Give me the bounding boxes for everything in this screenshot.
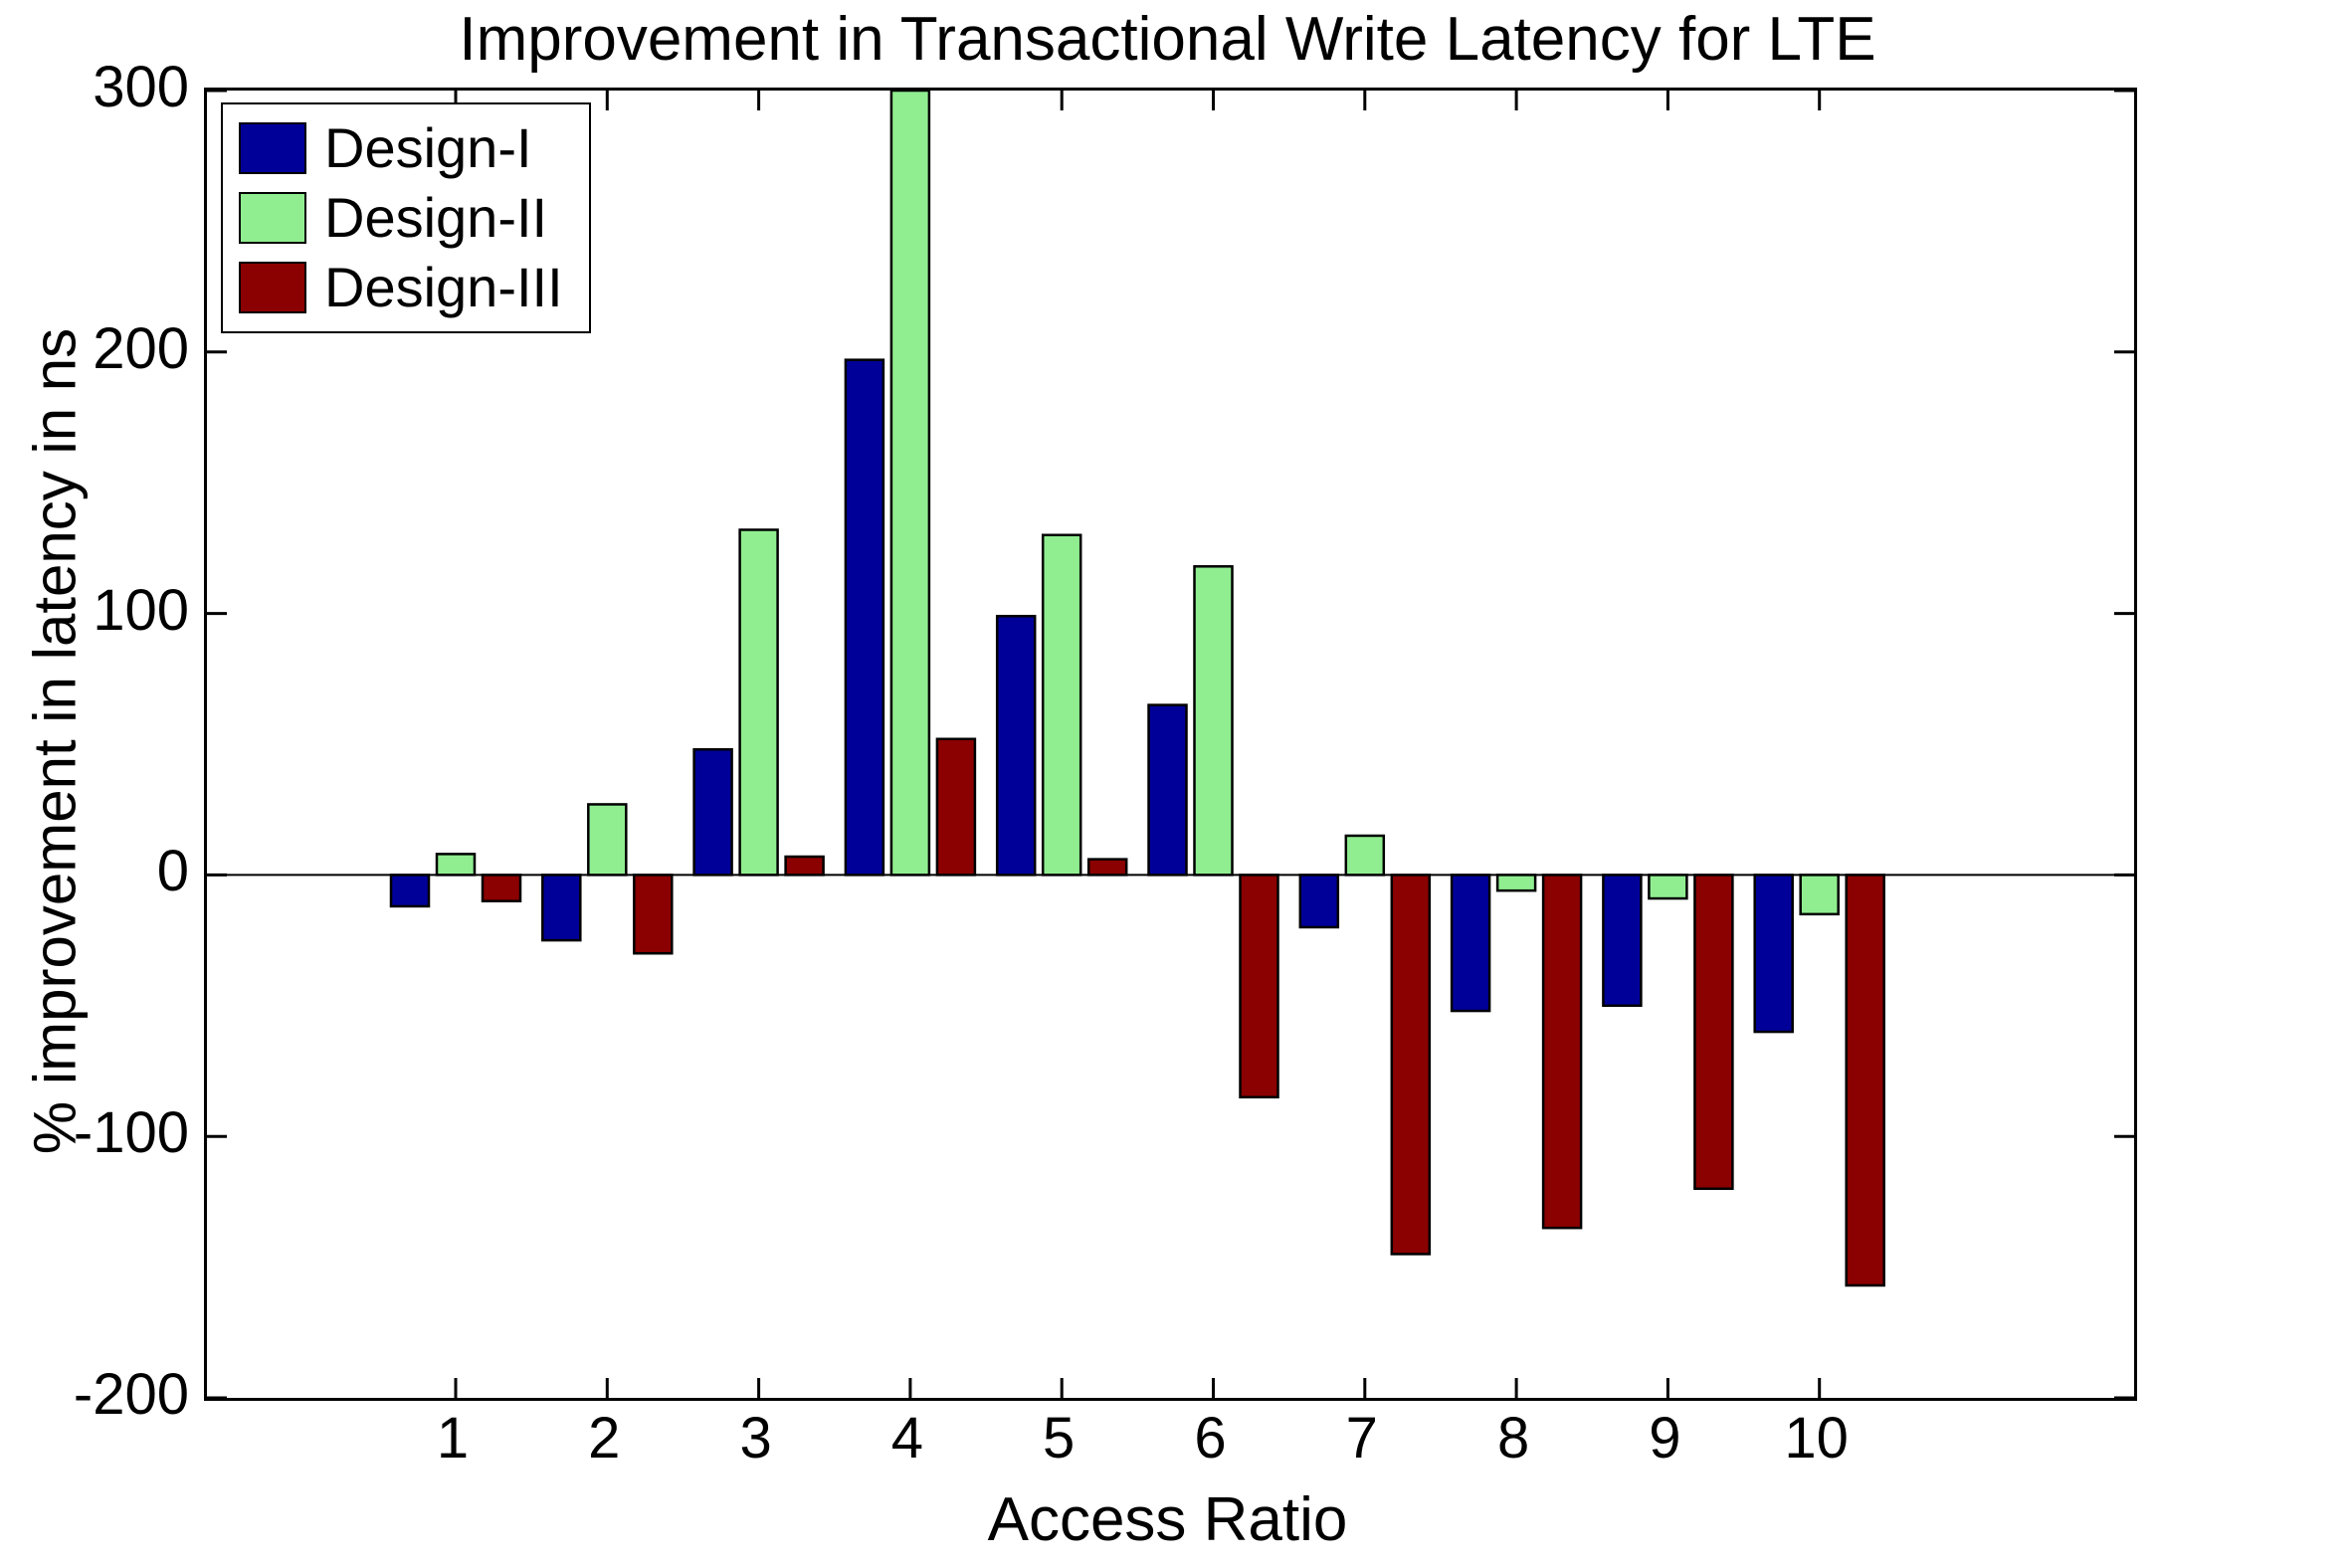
bar-design-i-x2 — [541, 874, 582, 942]
x-tick-label: 1 — [436, 1406, 470, 1470]
x-tick-label: 2 — [588, 1406, 621, 1470]
legend-swatch-icon — [239, 192, 306, 244]
bar-design-ii-x5 — [1041, 533, 1082, 877]
bar-design-iii-x2 — [633, 874, 674, 955]
bar-design-ii-x4 — [889, 91, 931, 877]
bar-design-ii-x9 — [1648, 874, 1688, 900]
x-tick-label: 9 — [1649, 1406, 1681, 1470]
bar-design-i-x1 — [389, 874, 431, 908]
bar-design-iii-x9 — [1693, 874, 1734, 1191]
bar-design-i-x9 — [1602, 874, 1643, 1008]
x-tick-label: 10 — [1784, 1406, 1849, 1470]
bar-design-iii-x8 — [1541, 874, 1583, 1230]
bar-design-i-x7 — [1298, 874, 1340, 929]
legend-label: Design-II — [324, 186, 548, 249]
x-tick-label: 7 — [1345, 1406, 1378, 1470]
bar-design-ii-x7 — [1344, 834, 1386, 877]
x-tick-label: 6 — [1194, 1406, 1227, 1470]
legend-entry-design-iii: Design-III — [239, 258, 563, 317]
bar-design-i-x4 — [844, 358, 885, 877]
bar-design-ii-x2 — [587, 803, 628, 877]
chart-title: Improvement in Transactional Write Laten… — [459, 5, 1876, 74]
x-tick-label: 4 — [890, 1406, 924, 1470]
bar-design-iii-x7 — [1390, 874, 1432, 1256]
x-tick-label: 8 — [1496, 1406, 1530, 1470]
y-tick-label: -100 — [73, 1100, 189, 1166]
y-tick-label: -200 — [73, 1362, 189, 1427]
y-tick-label: 200 — [93, 315, 189, 381]
legend-label: Design-III — [324, 256, 563, 318]
bar-design-ii-x8 — [1495, 874, 1537, 892]
y-tick-label: 100 — [93, 577, 189, 643]
bar-design-ii-x3 — [738, 528, 779, 877]
x-axis-label: Access Ratio — [987, 1485, 1348, 1554]
bar-design-i-x8 — [1450, 874, 1491, 1013]
legend-entry-design-i: Design-I — [239, 118, 563, 178]
bar-design-iii-x10 — [1845, 874, 1885, 1287]
bar-design-i-x5 — [995, 614, 1037, 877]
bar-design-iii-x3 — [784, 855, 825, 877]
bar-design-ii-x6 — [1193, 565, 1234, 877]
x-tick-label: 3 — [739, 1406, 772, 1470]
bar-design-ii-x1 — [435, 853, 477, 877]
bars-canvas — [207, 91, 2134, 1398]
bar-design-iii-x4 — [935, 737, 977, 877]
bar-design-iii-x1 — [481, 874, 522, 902]
bar-design-ii-x10 — [1799, 874, 1840, 916]
plot-area: Design-I Design-II Design-III — [204, 88, 2137, 1401]
legend-label: Design-I — [324, 116, 532, 179]
bar-design-iii-x6 — [1239, 874, 1279, 1099]
y-tick-label: 0 — [156, 839, 189, 904]
legend-swatch-icon — [239, 262, 306, 313]
bar-design-i-x6 — [1147, 703, 1188, 877]
legend: Design-I Design-II Design-III — [221, 102, 591, 333]
legend-entry-design-ii: Design-II — [239, 188, 563, 248]
y-axis-label: % improvement in latency in ns — [21, 327, 89, 1155]
x-tick-label: 5 — [1043, 1406, 1076, 1470]
bar-design-i-x3 — [692, 748, 733, 877]
bar-design-i-x10 — [1753, 874, 1794, 1034]
y-tick-label: 300 — [93, 55, 189, 119]
legend-swatch-icon — [239, 122, 306, 174]
bar-design-iii-x5 — [1086, 858, 1128, 877]
